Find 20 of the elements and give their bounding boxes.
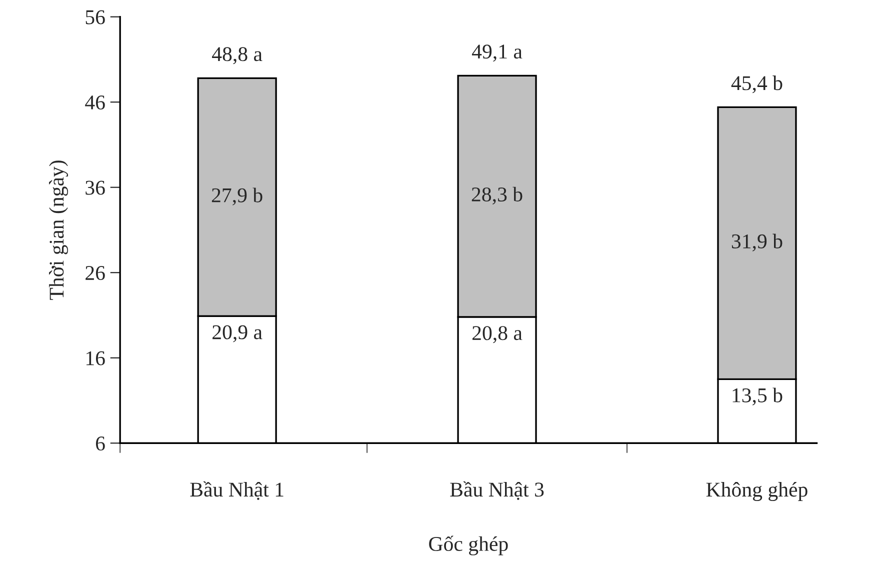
data-label: 28,3 b [472, 186, 522, 205]
total-label: 45,4 b [731, 76, 782, 94]
y-tick-label: 36 [86, 180, 105, 195]
x-tick-label: Bầu Nhật 1 [190, 481, 284, 500]
data-label: 27,9 b [212, 188, 262, 206]
y-tick-label: 46 [85, 96, 105, 110]
data-label: 20,9 a [212, 325, 262, 342]
total-label: 48,8 a [212, 47, 262, 64]
data-label: 31,9 b [732, 234, 782, 252]
data-label: 20,8 a [472, 326, 522, 344]
x-axis-title: Gốc ghép [429, 536, 508, 556]
y-tick-label: 26 [86, 266, 105, 280]
x-tick-label: Không ghép [706, 482, 808, 501]
y-axis-title: Thời gian (ngày) [49, 160, 68, 300]
y-tick-label: 56 [86, 10, 105, 24]
y-tick-label: 6 [96, 436, 105, 451]
data-label: 13,5 b [732, 388, 782, 406]
x-tick-label: Bầu Nhật 3 [450, 481, 544, 500]
y-tick-label: 16 [86, 351, 105, 366]
total-label: 49,1 a [472, 44, 522, 62]
